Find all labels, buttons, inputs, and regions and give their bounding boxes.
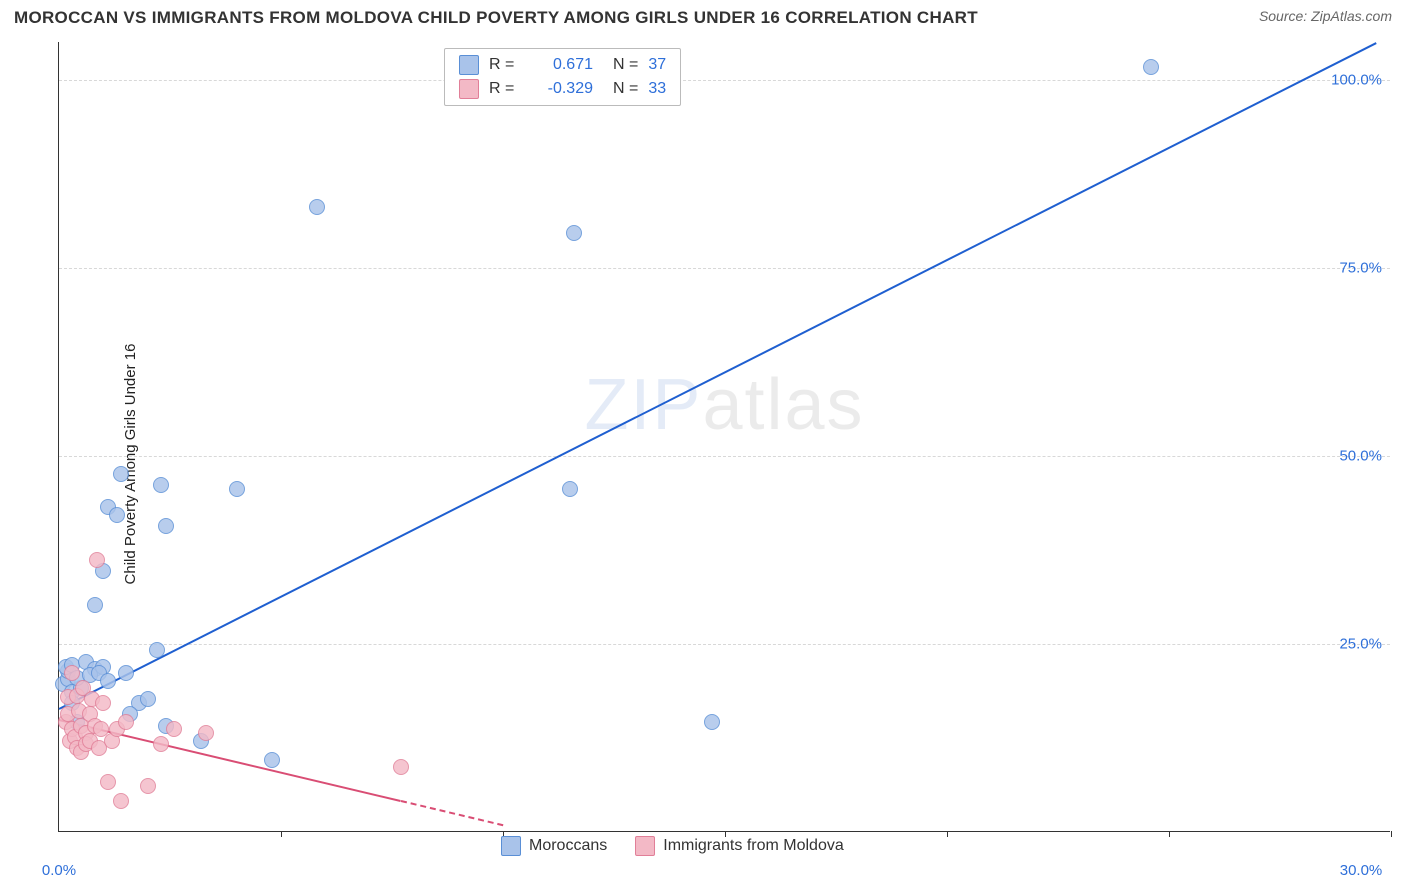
y-tick-label: 75.0% (1339, 259, 1382, 276)
y-tick-label: 25.0% (1339, 635, 1382, 652)
y-tick-label: 100.0% (1331, 71, 1382, 88)
data-point (64, 665, 80, 681)
stats-row: R = -0.329 N = 33 (445, 77, 680, 101)
series-swatch (459, 79, 479, 99)
data-point (264, 752, 280, 768)
data-point (153, 477, 169, 493)
gridline (59, 268, 1390, 269)
x-tick-label: 0.0% (42, 862, 76, 879)
plot-area: ZIPatlas 25.0%50.0%75.0%100.0%0.0%30.0%R… (58, 42, 1390, 832)
data-point (562, 481, 578, 497)
legend: Moroccans Immigrants from Moldova (501, 836, 844, 856)
data-point (140, 691, 156, 707)
stats-row: R = 0.671 N = 37 (445, 53, 680, 77)
r-value: 0.671 (533, 56, 593, 74)
gridline (59, 80, 1390, 81)
data-point (100, 774, 116, 790)
gridline (59, 644, 1390, 645)
r-value: -0.329 (533, 80, 593, 98)
data-point (89, 552, 105, 568)
x-tick-mark (947, 831, 948, 837)
data-point (153, 736, 169, 752)
series-swatch (459, 55, 479, 75)
legend-item: Immigrants from Moldova (635, 836, 844, 856)
x-tick-mark (281, 831, 282, 837)
n-value: 37 (648, 56, 666, 74)
data-point (166, 721, 182, 737)
chart-container: Child Poverty Among Girls Under 16 ZIPat… (0, 36, 1406, 892)
data-point (95, 695, 111, 711)
n-label: N = (613, 80, 638, 98)
data-point (113, 466, 129, 482)
n-value: 33 (648, 80, 666, 98)
data-point (100, 673, 116, 689)
r-label: R = (489, 80, 523, 98)
data-point (229, 481, 245, 497)
legend-swatch (501, 836, 521, 856)
r-label: R = (489, 56, 523, 74)
x-tick-mark (1391, 831, 1392, 837)
watermark-atlas: atlas (702, 365, 864, 445)
chart-title: MOROCCAN VS IMMIGRANTS FROM MOLDOVA CHIL… (14, 8, 978, 28)
data-point (393, 759, 409, 775)
trend-line (401, 800, 504, 826)
legend-swatch (635, 836, 655, 856)
x-tick-mark (1169, 831, 1170, 837)
data-point (158, 518, 174, 534)
correlation-stats-box: R = 0.671 N = 37 R = -0.329 N = 33 (444, 48, 681, 106)
data-point (87, 597, 103, 613)
watermark: ZIPatlas (584, 364, 864, 446)
legend-label: Moroccans (529, 837, 607, 855)
data-point (1143, 59, 1159, 75)
source-label: Source: ZipAtlas.com (1259, 8, 1392, 24)
x-tick-label: 30.0% (1340, 862, 1383, 879)
data-point (109, 507, 125, 523)
legend-item: Moroccans (501, 836, 607, 856)
data-point (118, 714, 134, 730)
data-point (198, 725, 214, 741)
data-point (140, 778, 156, 794)
gridline (59, 456, 1390, 457)
data-point (118, 665, 134, 681)
data-point (704, 714, 720, 730)
data-point (149, 642, 165, 658)
data-point (113, 793, 129, 809)
data-point (566, 225, 582, 241)
n-label: N = (613, 56, 638, 74)
trend-line (59, 42, 1377, 710)
data-point (309, 199, 325, 215)
legend-label: Immigrants from Moldova (663, 837, 844, 855)
y-tick-label: 50.0% (1339, 447, 1382, 464)
